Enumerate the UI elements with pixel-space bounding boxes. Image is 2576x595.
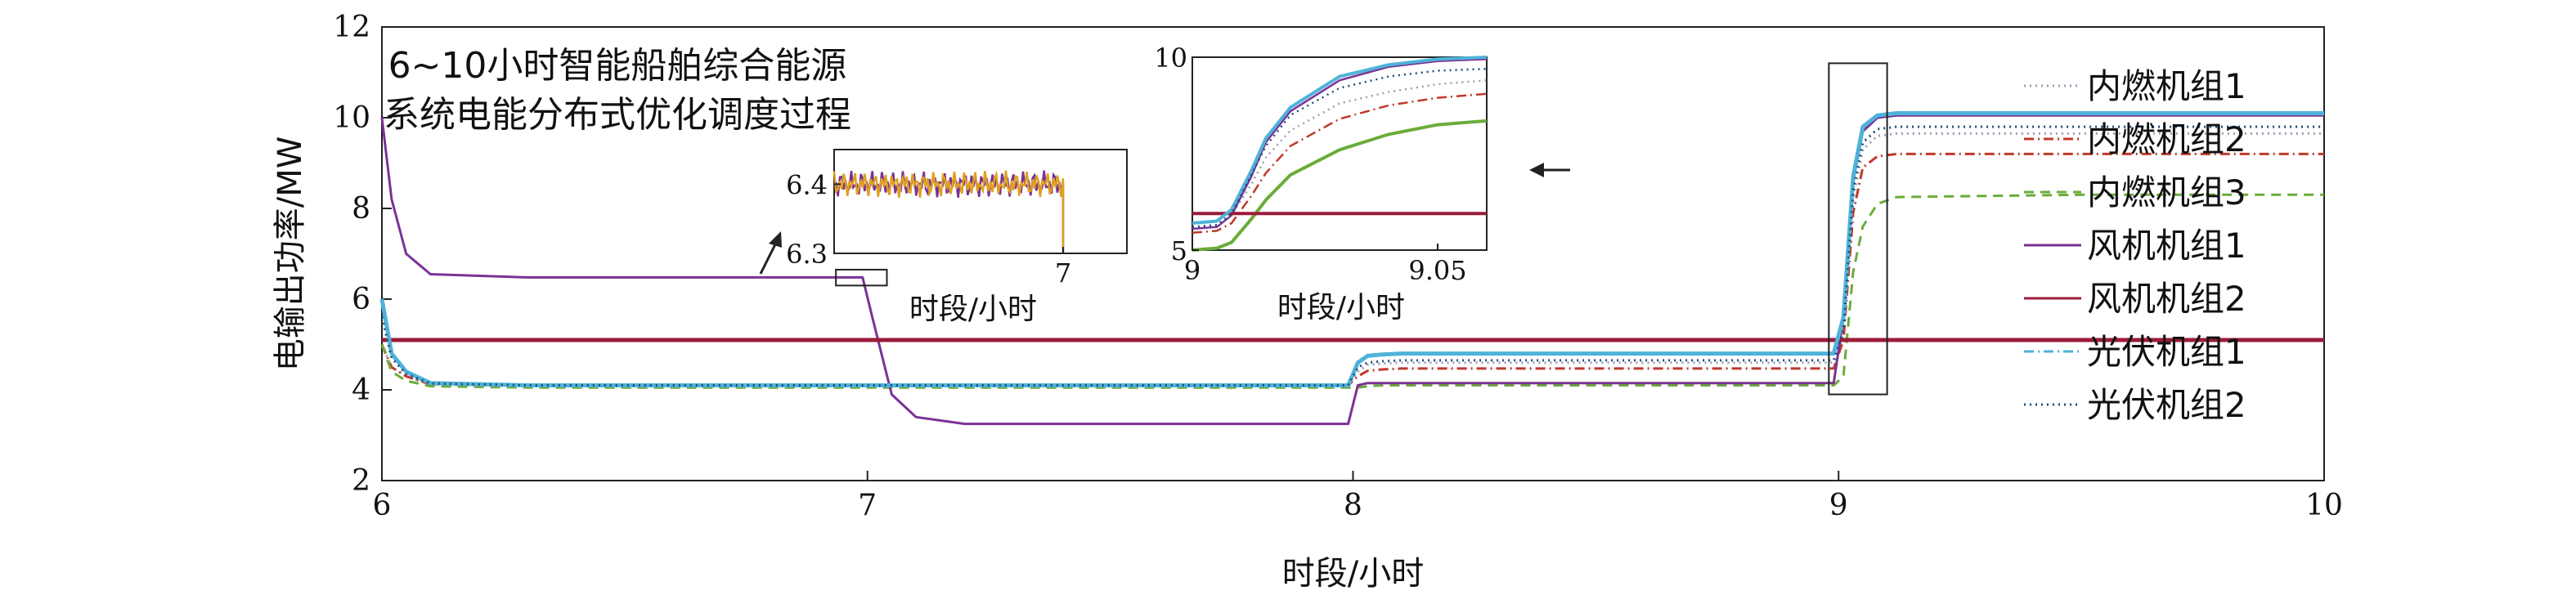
legend-label-6: 光伏机组1 — [2087, 332, 2246, 372]
y-axis-label: 电输出功率/MW — [272, 136, 309, 372]
arrow-to-inset1 — [759, 240, 779, 275]
y-tick-label: 6 — [352, 283, 370, 316]
series-line-3 — [380, 193, 2324, 389]
series-line-7 — [380, 125, 2324, 387]
inset2-y-tick-label: 10 — [1154, 42, 1187, 74]
inset1-series-2 — [832, 170, 1065, 253]
x-tick-label: 9 — [1829, 489, 1848, 522]
x-tick-label: 6 — [373, 489, 392, 522]
legend-label-7: 光伏机组2 — [2087, 385, 2246, 425]
inset2-x-tick-label: 9.05 — [1408, 255, 1466, 286]
x-axis-label: 时段/小时 — [1282, 555, 1424, 593]
y-tick-label: 10 — [333, 101, 370, 135]
legend-label-5: 风机机组2 — [2087, 279, 2246, 319]
inset2-series-4 — [1192, 58, 1488, 230]
y-tick-label: 12 — [333, 11, 370, 44]
zoom-box-9h — [1828, 62, 1888, 396]
chart-title-line: 6~10小时智能船舶综合能源 — [388, 45, 847, 87]
annotations — [759, 163, 1570, 275]
zoom-box-7h — [835, 268, 888, 287]
inset1-x-tick-label: 7 — [1055, 257, 1071, 289]
inset2-series-6 — [1192, 56, 1488, 225]
y-tick-label: 2 — [352, 464, 370, 498]
arrow-head-inset2 — [1529, 163, 1544, 177]
legend-label-3: 内燃机组3 — [2087, 172, 2246, 212]
x-tick-label: 10 — [2305, 489, 2343, 522]
legend-label-4: 风机机组1 — [2087, 226, 2246, 266]
inset2-x-axis-label: 时段/小时 — [1277, 291, 1405, 324]
legend: 内燃机组1 内燃机组2 内燃机组3 风机机组1 风机机组2 光伏机组1 光伏机组2 — [2024, 66, 2246, 425]
x-tick-label: 7 — [858, 489, 877, 522]
x-tick-label: 8 — [1344, 489, 1362, 522]
inset-zoom-7h: 6.3 6.4 7 时段/小时 — [786, 149, 1128, 326]
legend-label-2: 内燃机组2 — [2087, 119, 2246, 159]
inset2-frame — [1192, 56, 1488, 251]
y-tick-label: 4 — [352, 374, 370, 407]
legend-label-1: 内燃机组1 — [2087, 66, 2246, 106]
inset2-series-3 — [1192, 119, 1488, 252]
inset1-y-tick-label: 6.4 — [786, 169, 828, 200]
inset2-x-tick-label: 9 — [1184, 255, 1200, 286]
inset2-series-2 — [1192, 92, 1488, 235]
inset1-x-axis-label: 时段/小时 — [909, 293, 1037, 326]
chart-title-line: 系统电能分布式优化调度过程 — [384, 94, 851, 136]
inset1-y-tick-label: 6.3 — [786, 239, 828, 270]
inset2-series-7 — [1192, 67, 1488, 228]
y-tick-label: 8 — [352, 192, 370, 226]
inset1-frame — [833, 149, 1128, 254]
inset2-y-tick-label: 5 — [1171, 235, 1187, 266]
arrow-head-inset1 — [769, 231, 782, 248]
